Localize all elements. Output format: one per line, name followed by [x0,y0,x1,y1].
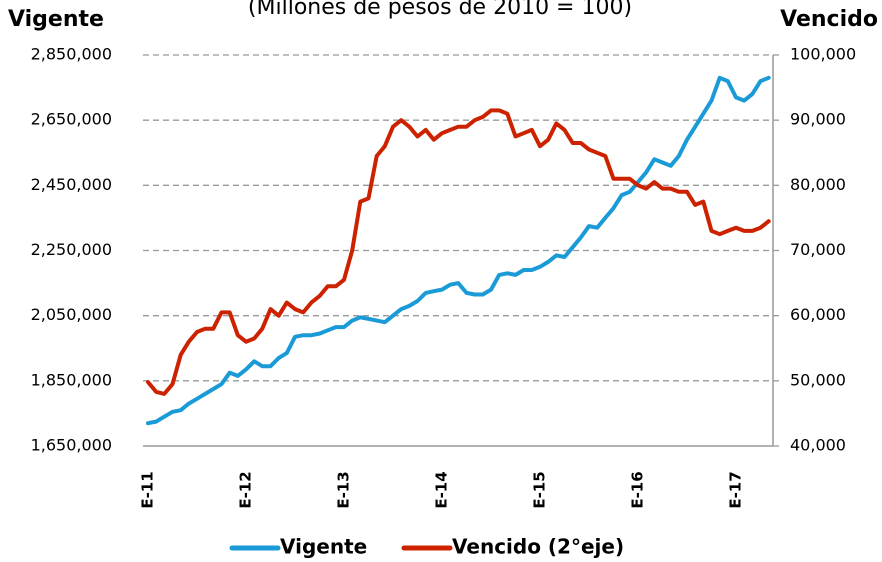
legend-label: Vencido (2°eje) [452,535,624,559]
y-tick-label: 2,250,000 [31,240,112,259]
chart-title: (Millones de pesos de 2010 = 100) [248,0,632,20]
y2-axis-title: Vencido [780,7,878,32]
y-tick-label: 2,650,000 [31,110,112,129]
x-tick-label: E-13 [335,471,353,508]
x-tick-label: E-15 [531,471,549,508]
y2-tick-label: 40,000 [790,436,846,455]
x-tick-label: E-14 [433,471,451,508]
y-axis-title: Vigente [8,7,104,32]
y2-tick-label: 80,000 [790,175,846,194]
y-tick-label: 1,850,000 [31,370,112,389]
x-tick-label: E-17 [727,471,745,508]
y2-tick-label: 100,000 [790,45,856,64]
x-tick-label: E-11 [139,471,157,508]
y-tick-label: 1,650,000 [31,436,112,455]
y2-tick-label: 70,000 [790,240,846,259]
y2-tick-label: 90,000 [790,110,846,129]
series-line [146,108,771,396]
y2-tick-label: 50,000 [790,370,846,389]
y-tick-label: 2,050,000 [31,305,112,324]
y-tick-label: 2,850,000 [31,45,112,64]
legend-label: Vigente [280,535,367,559]
x-tick-label: E-12 [237,471,255,508]
x-tick-label: E-16 [629,471,647,508]
y-tick-label: 2,450,000 [31,175,112,194]
series-line [146,75,771,426]
y2-tick-label: 60,000 [790,305,846,324]
